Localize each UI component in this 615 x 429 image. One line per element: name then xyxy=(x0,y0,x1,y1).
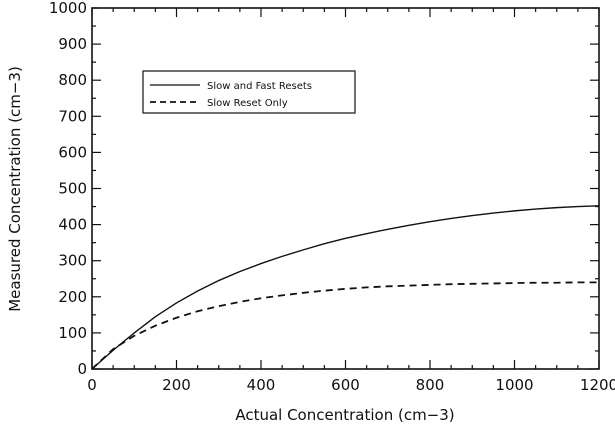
y-tick-label: 300 xyxy=(58,252,87,270)
series-lines xyxy=(91,205,600,370)
x-tick-label: 400 xyxy=(247,376,276,394)
legend-label-series-1: Slow and Fast Resets xyxy=(207,81,312,92)
y-tick-label: 400 xyxy=(58,216,87,234)
axis-ticks xyxy=(91,7,600,370)
x-axis-title: Actual Concentration (cm−3) xyxy=(235,406,454,424)
x-tick-label: 1000 xyxy=(495,376,533,394)
series-line-2 xyxy=(91,281,599,370)
y-tick-label: 0 xyxy=(77,360,87,378)
y-axis-title: Measured Concentration (cm−3) xyxy=(6,66,24,312)
y-tick-label: 200 xyxy=(58,288,87,306)
y-tick-labels: 0 100 200 300 400 500 600 700 800 900 1000 xyxy=(49,0,87,378)
x-tick-label: 800 xyxy=(416,376,445,394)
plot-frame xyxy=(91,7,600,370)
x-tick-label: 600 xyxy=(331,376,360,394)
y-tick-label: 1000 xyxy=(49,0,87,17)
y-tick-label: 100 xyxy=(58,324,87,342)
y-tick-label: 700 xyxy=(58,107,87,125)
y-tick-label: 600 xyxy=(58,143,87,161)
series-line-1 xyxy=(91,205,600,370)
legend: Slow and Fast Resets Slow Reset Only xyxy=(142,70,356,114)
y-tick-label: 500 xyxy=(58,180,87,198)
x-tick-label: 1200 xyxy=(580,376,615,394)
x-tick-label: 0 xyxy=(87,376,97,394)
legend-label-series-2: Slow Reset Only xyxy=(207,98,288,109)
y-tick-label: 900 xyxy=(58,35,87,53)
legend-box xyxy=(142,70,356,114)
x-tick-labels: 0 200 400 600 800 1000 1200 xyxy=(87,376,615,394)
x-tick-label: 200 xyxy=(162,376,191,394)
y-tick-label: 800 xyxy=(58,71,87,89)
